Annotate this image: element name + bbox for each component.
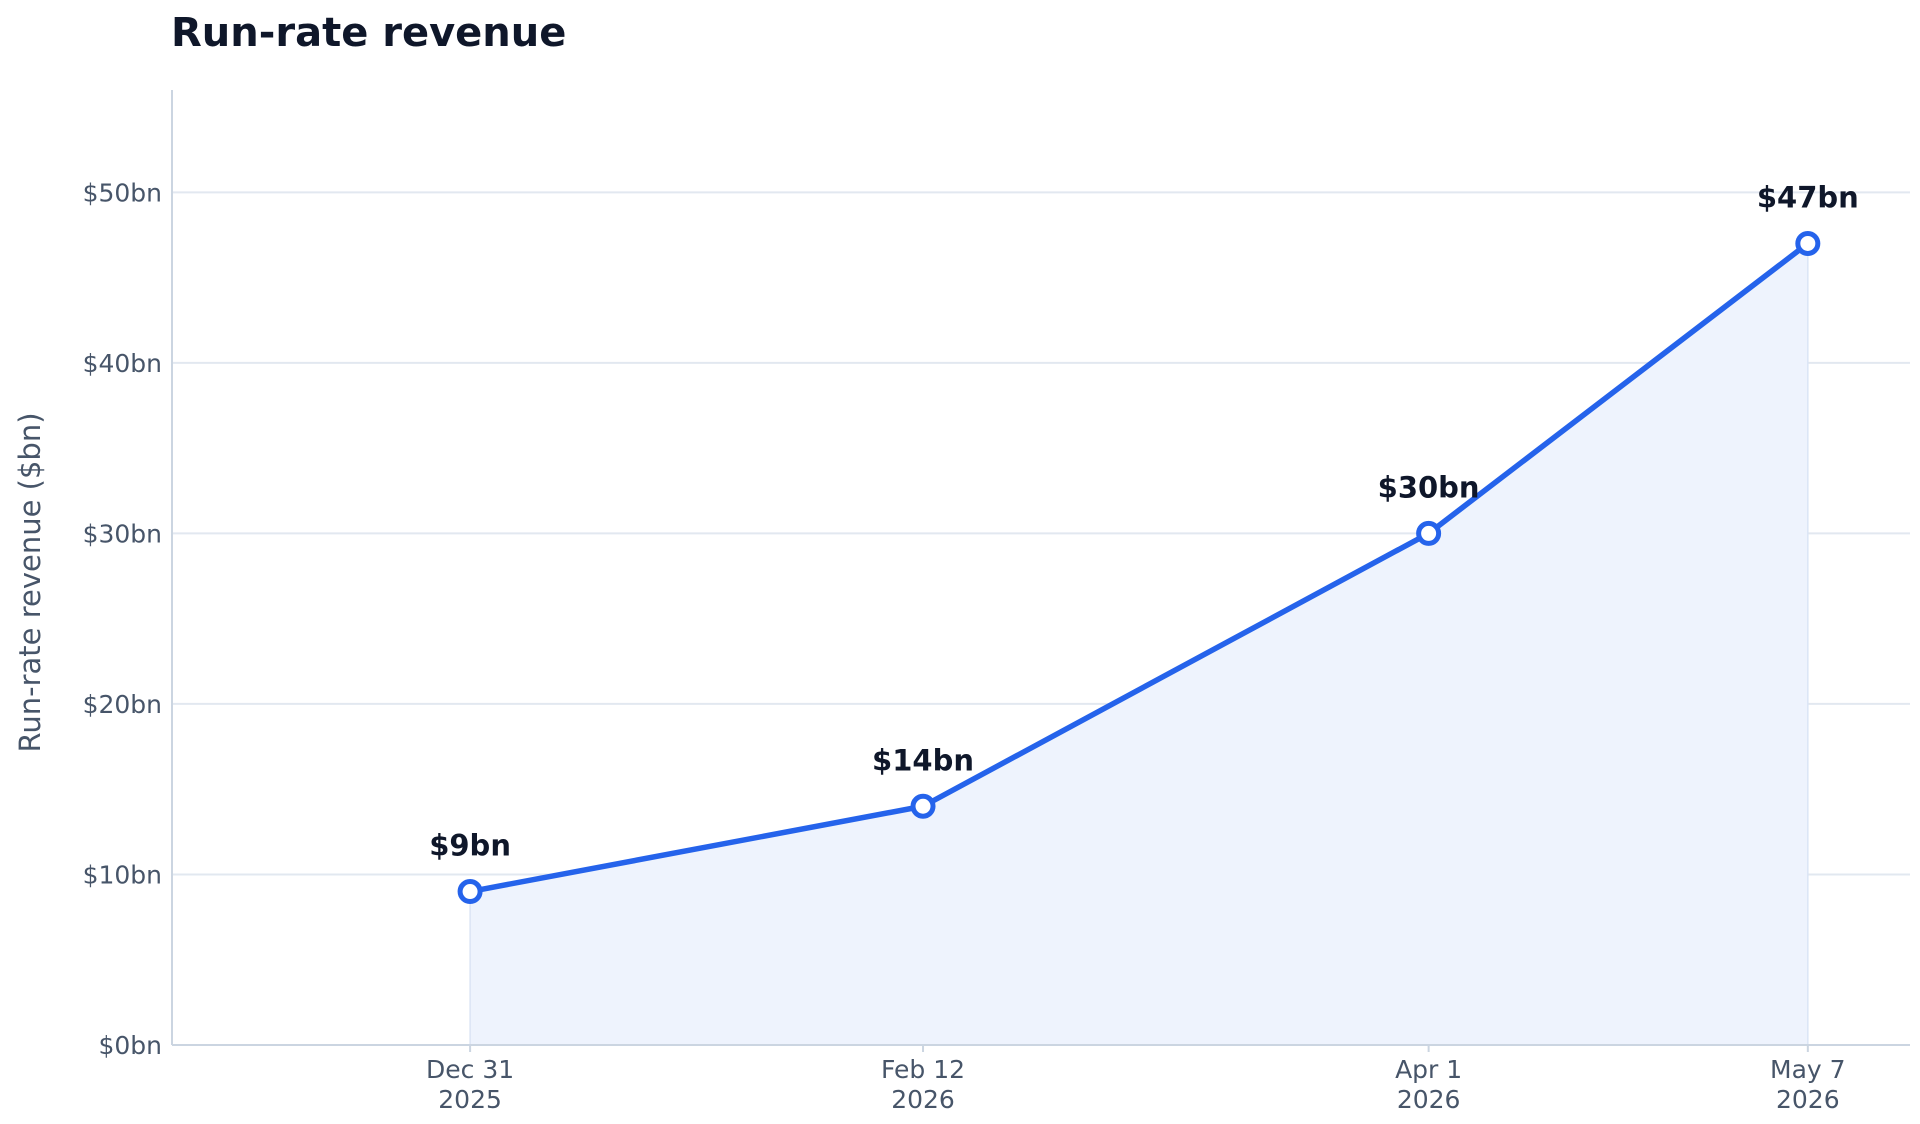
y-tick-label: $10bn xyxy=(83,860,162,889)
y-tick-label: $50bn xyxy=(83,178,162,207)
data-point xyxy=(457,879,483,905)
data-label: $9bn xyxy=(429,829,511,863)
x-tick-label: Feb 12 xyxy=(881,1055,965,1084)
x-tick-label-year: 2026 xyxy=(891,1085,955,1114)
x-tick-label: May 7 xyxy=(1770,1055,1846,1084)
y-tick-label: $0bn xyxy=(98,1031,162,1060)
data-labels: $9bn $14bn $30bn $47bn xyxy=(429,180,1859,862)
x-tick-label: Apr 1 xyxy=(1395,1055,1462,1084)
y-axis-label: Run-rate revenue ($bn) xyxy=(13,412,47,752)
data-point xyxy=(1416,520,1442,546)
y-tick-labels: $0bn $10bn $20bn $30bn $40bn $50bn xyxy=(83,178,162,1060)
series-line xyxy=(467,240,1811,895)
data-label: $14bn xyxy=(872,743,974,777)
data-label: $47bn xyxy=(1757,180,1859,214)
chart-title: Run-rate revenue xyxy=(171,10,567,56)
data-point xyxy=(910,793,936,819)
axes xyxy=(171,90,1910,1052)
y-tick-label: $40bn xyxy=(83,349,162,378)
x-tick-label-year: 2025 xyxy=(438,1085,502,1114)
data-label: $30bn xyxy=(1378,470,1480,504)
y-tick-label: $30bn xyxy=(83,519,162,548)
x-tick-label: Dec 31 xyxy=(426,1055,514,1084)
data-point xyxy=(1795,230,1821,256)
data-points xyxy=(457,230,1821,905)
x-tick-label-year: 2026 xyxy=(1397,1085,1461,1114)
y-tick-label: $20bn xyxy=(83,690,162,719)
series-line-layer xyxy=(467,240,1811,895)
x-tick-label-year: 2026 xyxy=(1776,1085,1840,1114)
